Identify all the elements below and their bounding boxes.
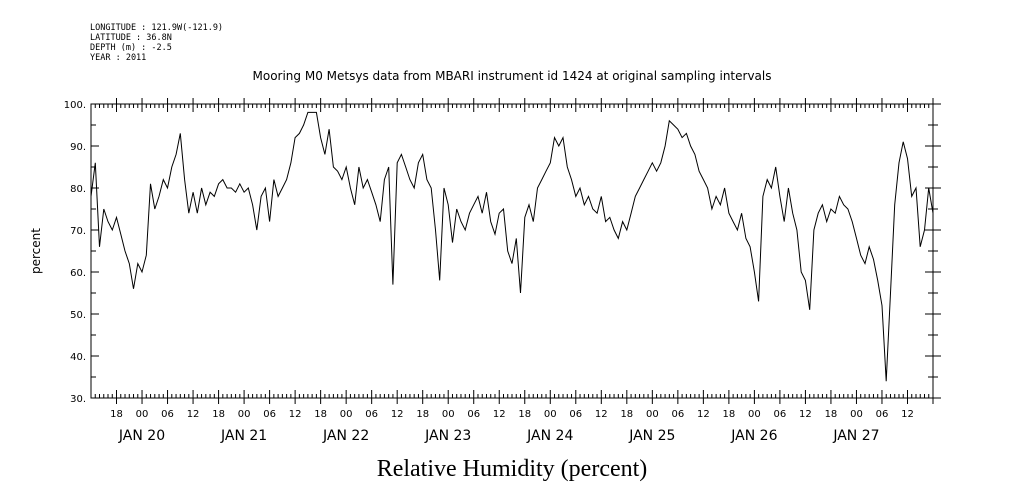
x-axis-label: Relative Humidity (percent)	[377, 456, 648, 482]
x-hour-label: 18	[518, 409, 531, 420]
x-hour-label: 06	[671, 409, 684, 420]
x-hour-label: 06	[467, 409, 480, 420]
y-tick-label: 30.	[70, 394, 86, 405]
x-hour-label: 00	[238, 409, 251, 420]
x-hour-label: 00	[850, 409, 863, 420]
x-day-label: JAN 27	[832, 428, 879, 444]
x-hour-label: 00	[544, 409, 557, 420]
x-hour-label: 12	[289, 409, 302, 420]
x-day-label: JAN 26	[730, 428, 777, 444]
y-tick-label: 70.	[70, 226, 86, 237]
x-day-label: JAN 24	[526, 428, 573, 444]
x-hour-label: 18	[723, 409, 736, 420]
header-longitude: LONGITUDE : 121.9W(-121.9)	[90, 23, 223, 33]
x-hour-label: 06	[161, 409, 174, 420]
x-hour-label: 18	[416, 409, 429, 420]
y-tick-label: 100.	[64, 100, 86, 111]
x-hour-label: 18	[825, 409, 838, 420]
x-hour-label: 00	[340, 409, 353, 420]
x-hour-label: 06	[365, 409, 378, 420]
x-day-label: JAN 23	[424, 428, 471, 444]
x-hour-label: 12	[697, 409, 710, 420]
x-hour-label: 12	[187, 409, 200, 420]
x-hour-label: 00	[442, 409, 455, 420]
x-hour-label: 06	[263, 409, 276, 420]
x-day-label: JAN 20	[118, 428, 165, 444]
header-latitude: LATITUDE : 36.8N	[90, 33, 172, 43]
x-hour-label: 18	[212, 409, 225, 420]
x-hour-label: 06	[774, 409, 787, 420]
x-day-label: JAN 22	[322, 428, 369, 444]
x-hour-label: 00	[646, 409, 659, 420]
plot-frame	[90, 103, 934, 399]
x-hour-label: 12	[391, 409, 404, 420]
x-hour-label: 18	[620, 409, 633, 420]
x-hour-label: 06	[569, 409, 582, 420]
x-hour-label: 00	[136, 409, 149, 420]
x-day-label: JAN 25	[628, 428, 675, 444]
y-tick-label: 50.	[70, 310, 86, 321]
y-tick-label: 60.	[70, 268, 86, 279]
y-axis-label: percent	[29, 228, 43, 274]
humidity-series-line	[90, 111, 934, 382]
x-hour-label: 12	[493, 409, 506, 420]
x-hour-label: 12	[799, 409, 812, 420]
x-hour-label: 06	[876, 409, 889, 420]
y-tick-label: 40.	[70, 352, 86, 363]
x-hour-label: 12	[901, 409, 914, 420]
y-tick-label: 90.	[70, 142, 86, 153]
header-depth: DEPTH (m) : -2.5	[90, 43, 172, 53]
x-axis: 18 00 06 12 18 00 06 12 18 00 06 12 18 00 06 12 18 00 06 12…	[90, 98, 934, 444]
y-tick-label: 80.	[70, 184, 86, 195]
x-hour-label: 12	[595, 409, 608, 420]
chart-title: Mooring M0 Metsys data from MBARI instru…	[253, 69, 772, 83]
header-year: YEAR : 2011	[90, 53, 146, 63]
y-axis: 30. 40. 50. 60. 70. 80. 90. 100.	[64, 100, 941, 405]
x-hour-label: 18	[110, 409, 123, 420]
x-day-label: JAN 21	[220, 428, 267, 444]
x-hour-label: 00	[748, 409, 761, 420]
x-hour-label: 18	[314, 409, 327, 420]
